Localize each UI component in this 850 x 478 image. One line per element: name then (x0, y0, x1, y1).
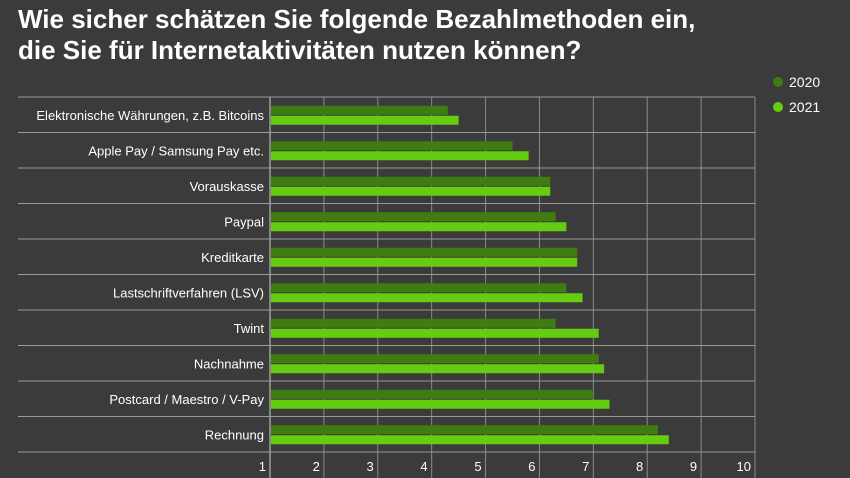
x-tick-label: 1 (259, 459, 266, 474)
bar-2020-2 (271, 141, 513, 151)
bar-2021-7 (271, 328, 599, 338)
bar-2021-6 (271, 293, 583, 303)
bar-2021-1 (271, 115, 459, 125)
category-label: Apple Pay / Samsung Pay etc. (88, 143, 264, 158)
category-label: Nachnahme (194, 356, 264, 371)
legend-marker-2021 (773, 102, 783, 112)
x-tick-label: 10 (737, 459, 751, 474)
category-labels: Elektronische Währungen, z.B. Bitcoins Ap… (36, 108, 264, 443)
category-label: Kreditkarte (201, 250, 264, 265)
category-label: Vorauskasse (190, 179, 264, 194)
x-tick-label: 5 (474, 459, 481, 474)
category-label: Elektronische Währungen, z.B. Bitcoins (36, 108, 264, 123)
category-label: Lastschriftverfahren (LSV) (113, 285, 264, 300)
chart-title: Wie sicher schätzen Sie folgende Bezahlm… (18, 4, 838, 66)
bar-2021-8 (271, 364, 605, 374)
bar-2020-4 (271, 212, 556, 222)
bar-2020-8 (271, 354, 599, 364)
category-label: Paypal (224, 214, 264, 229)
x-tick-label: 7 (582, 459, 589, 474)
bar-2021-3 (271, 186, 551, 196)
bar-2021-9 (271, 399, 610, 409)
x-tick-label: 6 (528, 459, 535, 474)
x-tick-label: 2 (313, 459, 320, 474)
bar-2020-1 (271, 105, 448, 115)
chart-title-line-1: Wie sicher schätzen Sie folgende Bezahlm… (18, 4, 696, 34)
bar-2020-6 (271, 283, 567, 293)
bars (271, 105, 669, 445)
legend-marker-2020 (773, 77, 783, 87)
category-separators (18, 96, 755, 453)
bar-2021-10 (271, 435, 669, 445)
bar-2021-2 (271, 151, 529, 161)
x-axis-ticks: 1 2 3 4 5 6 7 8 9 10 (259, 459, 751, 474)
bar-2021-4 (271, 222, 567, 232)
legend: 2020 2021 (773, 74, 820, 115)
chart-title-line-2: die Sie für Internetaktivitäten nutzen k… (18, 35, 582, 65)
bar-2020-7 (271, 318, 556, 328)
bar-2020-9 (271, 389, 594, 399)
bar-2020-5 (271, 247, 578, 257)
legend-label-2020: 2020 (789, 74, 820, 90)
x-tick-label: 4 (420, 459, 427, 474)
bar-2020-10 (271, 425, 658, 435)
category-label: Twint (234, 321, 265, 336)
x-tick-label: 3 (367, 459, 374, 474)
legend-label-2021: 2021 (789, 99, 820, 115)
bar-2021-5 (271, 257, 578, 267)
x-tick-label: 8 (636, 459, 643, 474)
category-label: Rechnung (205, 427, 264, 442)
bar-2020-3 (271, 176, 551, 186)
x-tick-label: 9 (690, 459, 697, 474)
category-label: Postcard / Maestro / V-Pay (109, 392, 264, 407)
